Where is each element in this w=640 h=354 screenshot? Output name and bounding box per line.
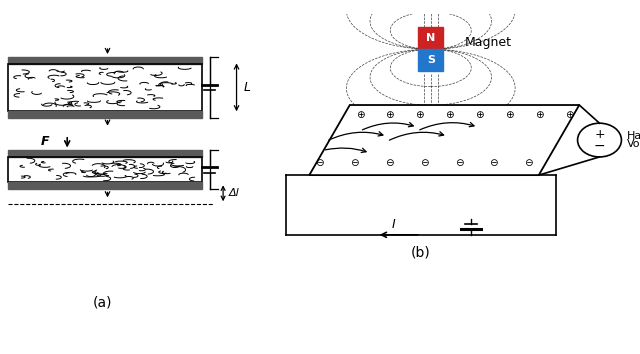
Bar	[8, 64, 202, 111]
Text: S: S	[427, 55, 435, 65]
Text: ⊕: ⊕	[535, 110, 543, 120]
Text: (b): (b)	[411, 246, 431, 260]
Bar	[8, 57, 202, 64]
Bar	[8, 111, 202, 118]
Text: Voltage: Voltage	[627, 139, 640, 149]
Text: ⊕: ⊕	[475, 110, 484, 120]
Text: L: L	[243, 81, 250, 94]
Bar	[8, 150, 202, 158]
Text: ⊕: ⊕	[564, 110, 573, 120]
Text: (a): (a)	[92, 295, 112, 309]
Text: ⊕: ⊕	[505, 110, 514, 120]
Text: Hall: Hall	[627, 131, 640, 141]
Bar	[418, 49, 444, 71]
Text: +: +	[594, 128, 605, 141]
Text: ⊕: ⊕	[385, 110, 394, 120]
Text: I: I	[392, 218, 396, 231]
Polygon shape	[309, 105, 579, 175]
Text: ⊕: ⊕	[356, 110, 364, 120]
Text: ⊖: ⊖	[350, 159, 358, 169]
Text: N: N	[426, 33, 435, 43]
Text: ⊖: ⊖	[315, 159, 324, 169]
Text: ⊖: ⊖	[420, 159, 428, 169]
Text: −: −	[594, 139, 605, 153]
Text: F: F	[40, 135, 49, 148]
Text: ⊕: ⊕	[445, 110, 454, 120]
Text: ⊖: ⊖	[454, 159, 463, 169]
Text: ⊖: ⊖	[524, 159, 533, 169]
Bar	[418, 27, 444, 49]
Text: ⊖: ⊖	[385, 159, 394, 169]
Bar	[8, 158, 202, 182]
Text: ⊖: ⊖	[490, 159, 498, 169]
Text: ⊕: ⊕	[415, 110, 424, 120]
Text: Δl: Δl	[228, 188, 239, 198]
Bar	[8, 182, 202, 189]
Text: Magnet: Magnet	[465, 36, 511, 49]
